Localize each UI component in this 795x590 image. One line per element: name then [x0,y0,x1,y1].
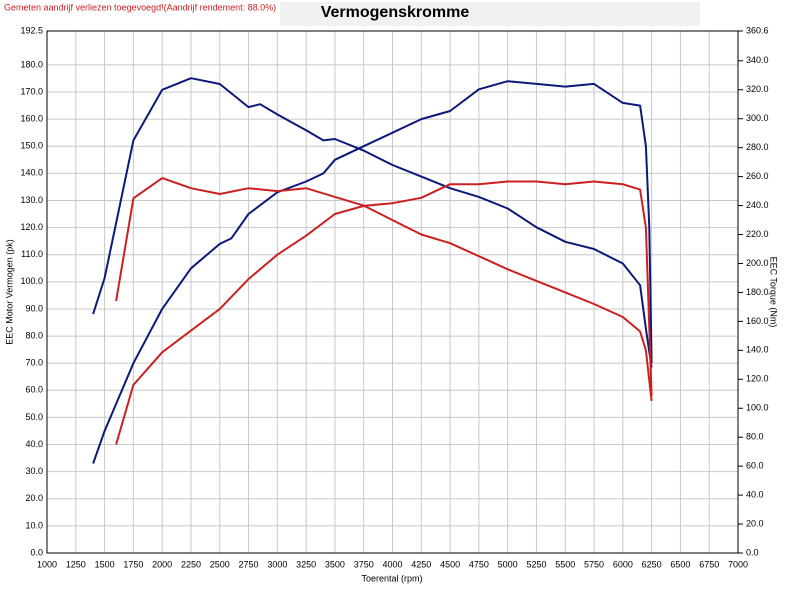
y-tick-label: 150.0 [20,141,43,151]
y-tick-label: 60.0 [25,385,43,395]
series-line [115,180,653,445]
y-tick-label: 50.0 [25,412,43,422]
chart-title: Vermogenskromme [321,4,470,21]
x-tick-label: 1500 [95,559,115,569]
y-tick-label: 10.0 [25,520,43,530]
x-axis-label: Toerental (rpm) [361,573,422,583]
y2-tick-label: 320.0 [746,84,769,94]
y2-tick-label: 120.0 [746,374,769,384]
y2-tick-label: 100.0 [746,403,769,413]
y-tick-label: 192.5 [20,25,43,35]
x-tick-label: 5000 [498,559,518,569]
title-band [280,2,700,26]
y2-tick-label: 60.0 [746,461,764,471]
subtitle: Gemeten aandrijf verliezen toegevoegd!(A… [4,2,276,12]
y2-tick-label: 260.0 [746,171,769,181]
x-tick-label: 1000 [37,559,57,569]
y2-tick-label: 40.0 [746,489,764,499]
y-tick-label: 30.0 [25,466,43,476]
y-tick-label: 40.0 [25,439,43,449]
y-tick-label: 180.0 [20,59,43,69]
y2-tick-label: 180.0 [746,287,769,297]
x-tick-label: 4750 [469,559,489,569]
y2-tick-label: 280.0 [746,142,769,152]
y-axis-label: EEC Motor Vermogen (pk) [4,239,14,345]
y2-tick-label: 340.0 [746,55,769,65]
x-tick-label: 2500 [210,559,230,569]
x-tick-label: 6250 [642,559,662,569]
y-tick-label: 100.0 [20,276,43,286]
x-tick-label: 6500 [670,559,690,569]
y-tick-label: 80.0 [25,330,43,340]
x-tick-label: 6750 [699,559,719,569]
x-tick-label: 5250 [526,559,546,569]
x-tick-label: 3750 [354,559,374,569]
y-tick-label: 90.0 [25,303,43,313]
x-tick-label: 5750 [584,559,604,569]
x-tick-label: 3500 [325,559,345,569]
series-line [92,77,653,368]
y-tick-label: 20.0 [25,493,43,503]
y2-tick-label: 160.0 [746,316,769,326]
y2-tick-label: 240.0 [746,200,769,210]
y-tick-label: 160.0 [20,114,43,124]
x-tick-label: 5500 [555,559,575,569]
y2-axis-label: EEC Torque (Nm) [769,257,779,328]
x-tick-label: 1250 [66,559,86,569]
x-tick-label: 4000 [382,559,402,569]
y-tick-label: 70.0 [25,358,43,368]
y2-tick-label: 20.0 [746,518,764,528]
y-tick-label: 140.0 [20,168,43,178]
series-line [92,80,653,464]
y-tick-label: 120.0 [20,222,43,232]
x-tick-label: 6000 [613,559,633,569]
x-tick-label: 2750 [239,559,259,569]
y2-tick-label: 200.0 [746,258,769,268]
y2-tick-label: 140.0 [746,345,769,355]
y2-tick-label: 220.0 [746,229,769,239]
y2-tick-label: 300.0 [746,113,769,123]
y-tick-label: 0.0 [30,547,43,557]
x-tick-label: 2000 [152,559,172,569]
y2-tick-label: 0.0 [746,547,759,557]
x-tick-label: 7000 [728,559,748,569]
x-tick-label: 4500 [440,559,460,569]
x-tick-label: 1750 [123,559,143,569]
x-tick-label: 2250 [181,559,201,569]
series-line [115,177,653,402]
plot-frame [46,30,739,554]
y2-tick-label: 80.0 [746,432,764,442]
y2-tick-label: 360.6 [746,25,769,35]
y-tick-label: 110.0 [21,249,43,259]
x-tick-label: 3250 [296,559,316,569]
x-tick-label: 4250 [411,559,431,569]
x-tick-label: 3000 [267,559,287,569]
y-tick-label: 130.0 [20,195,43,205]
y-tick-label: 170.0 [20,86,43,96]
